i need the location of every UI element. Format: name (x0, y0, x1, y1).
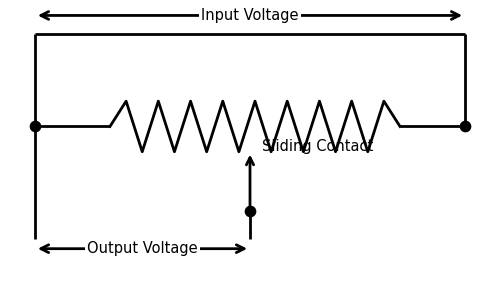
Point (461, 124, 469, 129)
Text: Output Voltage: Output Voltage (87, 241, 198, 256)
Point (31, 124, 39, 129)
Point (246, 209, 254, 213)
Text: Sliding Contact: Sliding Contact (262, 139, 374, 154)
Text: Input Voltage: Input Voltage (201, 8, 299, 23)
